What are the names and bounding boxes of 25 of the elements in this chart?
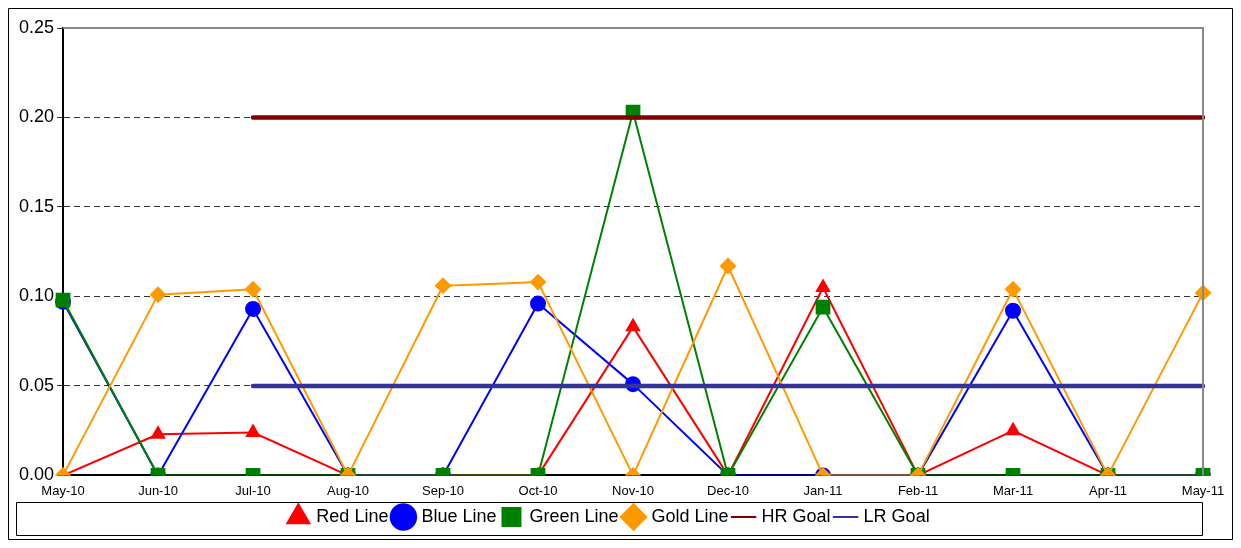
y-tick-label: 0.25 [18,16,55,37]
x-tick-label: Aug-10 [327,482,369,498]
x-tick-label: Apr-11 [1088,482,1128,498]
x-tick-label: Mar-11 [992,482,1034,498]
x-tick-label: May-10 [41,482,85,498]
legend-label: Green Line [529,505,619,526]
legend-label: LR Goal [863,505,930,526]
y-tick-label: 0.10 [18,285,55,306]
x-tick-label: Sep-10 [422,482,464,498]
legend-label: HR Goal [761,505,831,526]
legend-label: Red Line [316,505,389,526]
y-tick-label: 0.15 [18,195,55,216]
x-tick-label: Dec-10 [707,482,749,498]
x-tick-label: Jul-10 [235,482,271,498]
legend-label: Gold Line [651,505,729,526]
x-tick-label: Jan-11 [803,482,843,498]
x-tick-label: Nov-10 [612,482,654,498]
y-tick-label: 0.20 [18,106,55,127]
x-tick-label: May-11 [1181,482,1225,498]
legend-label: Blue Line [421,505,497,526]
y-tick-label: 0.00 [18,464,55,485]
y-tick-label: 0.05 [18,374,55,395]
x-tick-label: Feb-11 [897,482,939,498]
x-tick-label: Oct-10 [518,482,558,498]
x-tick-label: Jun-10 [138,482,178,498]
